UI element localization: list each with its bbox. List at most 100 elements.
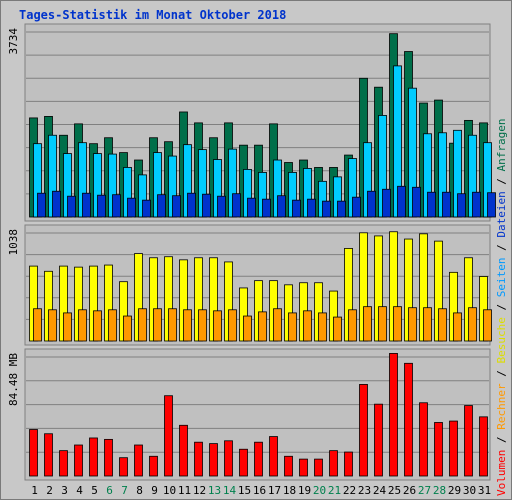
bar-seiten-day-1	[37, 192, 46, 218]
bar-seiten-day-15	[247, 197, 256, 218]
bar-rechner-day-19	[303, 310, 312, 342]
bar-rechner-day-12	[198, 309, 207, 342]
ymax-label-visits: 1038	[7, 229, 20, 256]
panel-volume: 84.48 MB	[7, 348, 491, 481]
panel-visits: 1038	[7, 224, 492, 346]
bar-rechner-day-3	[63, 312, 72, 342]
bar-seiten-day-7	[127, 197, 136, 218]
x-tick-label: 28	[433, 484, 446, 497]
bar-rechner-day-31	[483, 309, 492, 342]
x-tick-label: 29	[448, 484, 461, 497]
bar-rechner-day-13	[213, 310, 222, 342]
x-tick-label: 18	[283, 484, 296, 497]
bar-volumen-day-22	[344, 451, 353, 477]
bar-seiten-day-3	[67, 195, 76, 218]
bar-seiten-day-10	[172, 195, 181, 218]
bar-rechner-day-22	[348, 309, 357, 342]
bar-volumen-day-29	[449, 420, 458, 477]
bar-seiten-day-18	[292, 199, 301, 218]
x-tick-label: 19	[298, 484, 311, 497]
bar-volumen-day-2	[44, 433, 53, 477]
bar-volumen-day-8	[134, 444, 143, 477]
x-tick-label: 10	[163, 484, 176, 497]
bar-rechner-day-5	[93, 310, 102, 342]
x-tick-label: 23	[358, 484, 371, 497]
bar-volumen-day-28	[434, 422, 443, 477]
legend-entry: /	[495, 171, 508, 191]
bar-seiten-day-11	[187, 192, 196, 218]
bar-seiten-day-22	[352, 196, 361, 218]
bar-rechner-day-11	[183, 309, 192, 342]
legend-entry: Seiten	[495, 258, 508, 298]
bar-rechner-day-30	[468, 307, 477, 342]
bar-rechner-day-7	[123, 315, 132, 342]
bar-seiten-day-31	[487, 192, 496, 218]
bar-volumen-day-31	[479, 416, 488, 477]
bar-volumen-day-7	[119, 457, 128, 477]
bar-seiten-day-8	[142, 199, 151, 218]
bar-seiten-day-23	[367, 190, 376, 218]
legend-entry: Rechner	[495, 383, 508, 430]
bar-rechner-day-25	[393, 306, 402, 342]
bar-volumen-day-26	[404, 362, 413, 477]
bar-rechner-day-1	[33, 308, 42, 342]
x-tick-label: 25	[388, 484, 401, 497]
bar-seiten-day-4	[82, 192, 91, 218]
x-tick-label: 26	[403, 484, 416, 497]
legend-entry: Dateien	[495, 191, 508, 237]
legend-entry: /	[495, 297, 508, 317]
bar-rechner-day-10	[168, 308, 177, 342]
legend-entry: Anfragen	[495, 118, 508, 171]
legend-entry: /	[495, 364, 508, 384]
bar-seiten-day-14	[232, 193, 241, 218]
bar-volumen-day-15	[239, 448, 248, 477]
bar-seiten-day-2	[52, 190, 61, 218]
bar-rechner-day-15	[243, 315, 252, 342]
x-tick-label: 3	[61, 484, 68, 497]
bar-seiten-day-27	[427, 191, 436, 218]
bar-rechner-day-28	[438, 308, 447, 342]
bar-rechner-day-17	[273, 308, 282, 342]
bar-volumen-day-10	[164, 395, 173, 477]
x-tick-label: 20	[313, 484, 326, 497]
x-tick-label: 22	[343, 484, 356, 497]
bar-rechner-day-9	[153, 308, 162, 342]
bar-volumen-day-27	[419, 402, 428, 477]
bar-seiten-day-24	[382, 188, 391, 218]
x-tick-label: 14	[223, 484, 237, 497]
x-tick-label: 6	[106, 484, 113, 497]
x-tick-label: 30	[463, 484, 476, 497]
bar-seiten-day-12	[202, 193, 211, 218]
bar-volumen-day-12	[194, 441, 203, 477]
bar-volumen-day-18	[284, 455, 293, 477]
bar-seiten-day-29	[457, 193, 466, 218]
bar-seiten-day-17	[277, 195, 286, 218]
bar-rechner-day-2	[48, 309, 57, 342]
bar-seiten-day-13	[217, 195, 226, 218]
bar-seiten-day-6	[112, 194, 121, 218]
bar-volumen-day-21	[329, 450, 338, 477]
bar-seiten-day-5	[97, 194, 106, 218]
x-tick-label: 4	[76, 484, 83, 497]
bar-volumen-day-24	[374, 403, 383, 477]
bar-rechner-day-20	[318, 312, 327, 342]
bar-seiten-day-25	[397, 185, 406, 218]
legend-entry: Besuche	[495, 317, 508, 363]
x-tick-label: 31	[478, 484, 491, 497]
bar-rechner-day-18	[288, 312, 297, 342]
bar-rechner-day-16	[258, 311, 267, 342]
bar-volumen-day-1	[29, 429, 38, 477]
bar-rechner-day-29	[453, 312, 462, 342]
bar-volumen-day-3	[59, 450, 68, 477]
bar-volumen-day-25	[389, 353, 398, 477]
bar-volumen-day-14	[224, 440, 233, 477]
x-tick-label: 7	[121, 484, 128, 497]
x-tick-label: 8	[136, 484, 143, 497]
bar-volumen-day-11	[179, 424, 188, 477]
x-tick-label: 17	[268, 484, 281, 497]
bar-volumen-day-23	[359, 384, 368, 477]
bar-volumen-day-4	[74, 444, 83, 477]
bar-rechner-day-26	[408, 307, 417, 342]
bar-rechner-day-24	[378, 306, 387, 342]
